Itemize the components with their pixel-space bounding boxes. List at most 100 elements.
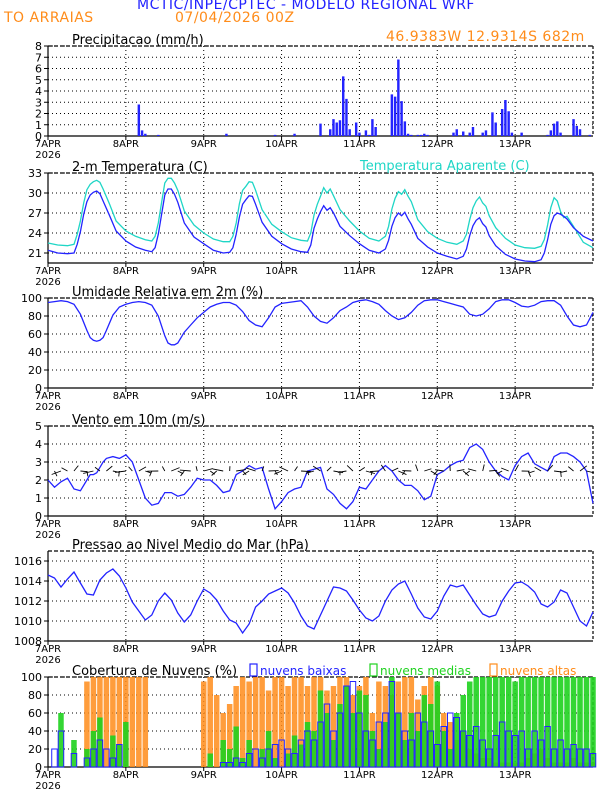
cloud-bar-nuvens-baixas xyxy=(583,748,590,768)
cloud-bar-nuvens-baixas xyxy=(544,726,551,768)
wind-arrow xyxy=(433,470,438,475)
precip-bar xyxy=(468,132,471,136)
cloud-bar-nuvens-baixas xyxy=(109,757,117,768)
wind-title: Vento em 10m (m/s) xyxy=(72,413,205,428)
cloud-bar-nuvens-baixas xyxy=(498,721,506,768)
clouds-xtick-label: 8APR xyxy=(113,770,139,781)
precip-bar xyxy=(345,98,348,136)
wind-ytick-label: 5 xyxy=(35,420,42,433)
temp-xtick-label: 13APR xyxy=(499,266,532,277)
cloud-bar-nuvens-baixas xyxy=(323,703,331,768)
cloud-bar-nuvens-medias xyxy=(291,735,298,767)
cloud-bar-nuvens-baixas xyxy=(408,739,415,768)
cloud-bar-nuvens-baixas xyxy=(537,739,545,768)
rh-xtick-year: 2026 xyxy=(35,402,60,413)
pres-ytick-label: 1016 xyxy=(14,555,42,568)
cloud-bar-nuvens-altas xyxy=(330,686,337,767)
clouds-ytick-label: 80 xyxy=(28,689,42,702)
precip-ytick-label: 1 xyxy=(35,119,42,132)
wind-xtick-label: 9APR xyxy=(191,519,217,530)
clouds-xtick-label: 12APR xyxy=(421,770,454,781)
cloud-bar-nuvens-altas xyxy=(200,681,207,767)
cloud-bar-nuvens-medias xyxy=(551,677,557,767)
cloud-bar-nuvens-baixas xyxy=(518,730,525,768)
wind-arrow xyxy=(501,467,509,472)
precip-bar xyxy=(144,133,147,136)
wind-arrow xyxy=(424,468,432,472)
wind-arrow xyxy=(398,470,407,475)
precip-bar xyxy=(510,132,514,136)
cloud-bar-nuvens-baixas xyxy=(505,730,512,768)
precip-bar xyxy=(338,120,342,136)
cloud-bar-nuvens-medias xyxy=(226,749,233,767)
wind-arrow xyxy=(333,470,344,474)
cloud-bar-nuvens-altas xyxy=(116,677,123,767)
pres-ytick-label: 1008 xyxy=(14,635,42,648)
precip-bar xyxy=(329,129,332,136)
cloud-bar-nuvens-medias xyxy=(473,677,479,767)
wind-xtick-label: 10APR xyxy=(265,519,298,530)
precip-bar xyxy=(348,129,351,136)
cloud-bar-nuvens-baixas xyxy=(317,721,324,768)
cloud-bar-nuvens-medias xyxy=(220,740,226,767)
wind-arrow xyxy=(179,469,191,472)
cloud-bar-nuvens-altas xyxy=(239,677,246,767)
pres-panel: 1008 1010 1012 1014 1016 7APR 8APR 9APR 10APR 11A… xyxy=(14,538,594,666)
precip-bar xyxy=(552,123,556,136)
precip-bar xyxy=(419,134,423,136)
precip-bar xyxy=(578,129,582,136)
wind-arrow xyxy=(73,465,79,472)
cloud-bar-nuvens-medias xyxy=(311,731,317,767)
wind-arrow xyxy=(161,466,166,472)
cloud-bar-nuvens-baixas xyxy=(291,753,298,768)
cloud-bar-nuvens-medias xyxy=(402,740,408,767)
wind-arrow xyxy=(380,464,386,472)
wind-arrow xyxy=(212,468,224,472)
wind-arrow xyxy=(261,466,265,472)
wind-arrow xyxy=(145,470,152,474)
location-label: TO ARRAIAS xyxy=(4,10,94,26)
precip-bar xyxy=(410,134,413,136)
cloud-bar-nuvens-medias xyxy=(525,677,531,767)
precip-xtick-label: 10APR xyxy=(265,139,298,150)
rh-xtick-label: 11APR xyxy=(343,391,376,402)
pres-xtick-label: 11APR xyxy=(343,644,376,655)
cloud-bar-nuvens-altas xyxy=(136,677,142,767)
pres-xtick-year: 2026 xyxy=(35,655,60,666)
wind-xtick-year: 2026 xyxy=(35,530,60,541)
cloud-bar-nuvens-altas xyxy=(103,677,110,767)
precip-bar xyxy=(354,122,358,136)
temp-title: 2-m Temperatura (C) xyxy=(72,160,208,175)
cloud-legend-swatch xyxy=(369,663,378,677)
wind-ytick-label: 0 xyxy=(35,510,42,523)
wind-arrow xyxy=(80,470,88,473)
precip-bar xyxy=(293,133,296,136)
cloud-bar-nuvens-medias xyxy=(233,726,239,767)
precip-bar xyxy=(390,94,394,136)
precip-bar xyxy=(556,121,559,136)
cloud-bar-nuvens-baixas xyxy=(226,762,233,768)
temperature-line xyxy=(47,188,594,263)
cloud-bar-nuvens-baixas xyxy=(51,748,58,768)
precip-bar xyxy=(500,109,504,136)
wind-arrow xyxy=(128,466,133,472)
cloud-bar-nuvens-altas xyxy=(291,677,298,767)
wind-speed-line xyxy=(47,443,594,511)
wind-xtick-label: 11APR xyxy=(343,519,376,530)
cloud-bar-nuvens-medias xyxy=(590,677,596,767)
wind-arrow xyxy=(245,467,256,472)
precip-bar xyxy=(273,134,277,136)
pres-xtick-label: 13APR xyxy=(499,644,532,655)
rh-ytick-label: 40 xyxy=(28,346,42,359)
cloud-bar-nuvens-baixas xyxy=(252,748,259,768)
clouds-xtick-label: 7APR xyxy=(35,770,61,781)
temp-xtick-year: 2026 xyxy=(35,277,60,288)
cloud-bar-nuvens-medias xyxy=(343,686,350,767)
cloud-bar-nuvens-medias xyxy=(356,690,363,767)
cloud-bar-nuvens-baixas xyxy=(232,757,240,768)
rh-ytick-label: 80 xyxy=(28,310,42,323)
temp-title2: Temperatura Aparente (C) xyxy=(359,159,530,174)
wind-arrow xyxy=(61,467,68,472)
precip-title: Precipitacao (mm/h) xyxy=(72,33,204,48)
precip-xtick-label: 11APR xyxy=(343,139,376,150)
